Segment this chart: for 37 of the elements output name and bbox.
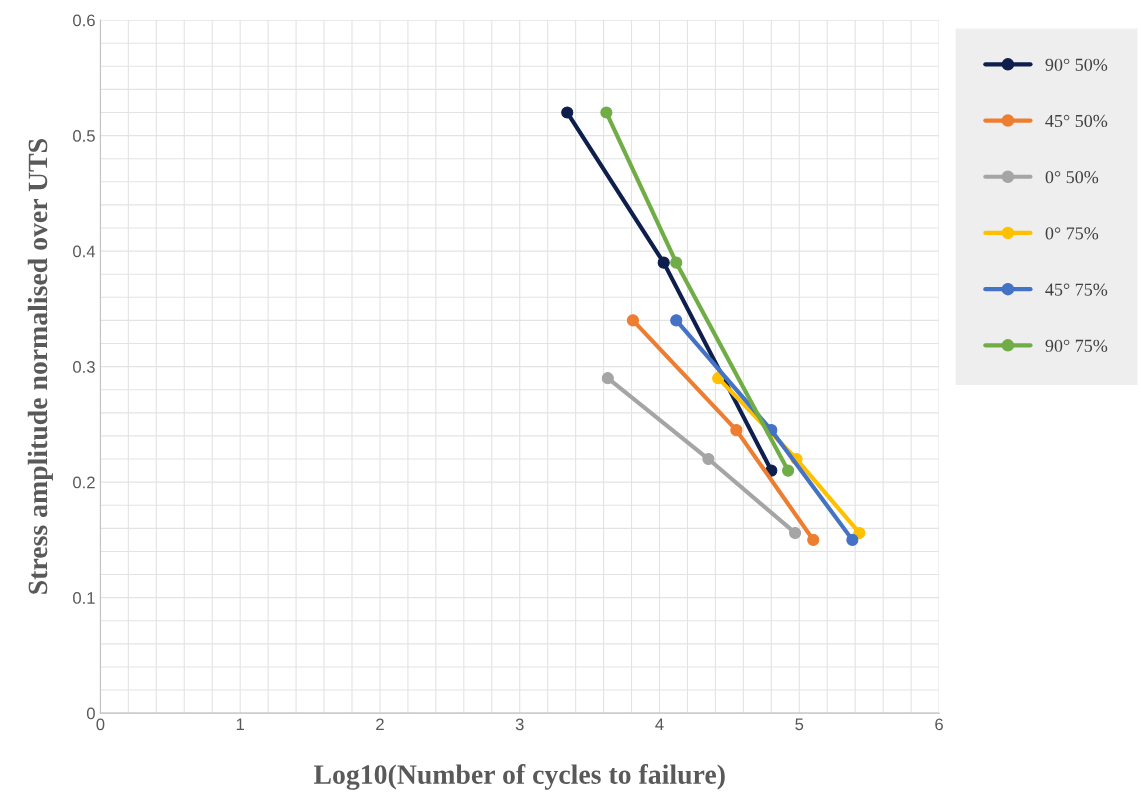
point [657, 256, 670, 269]
y-tick-label: 0.1 [73, 592, 95, 604]
y-tick-label: 0.5 [73, 130, 95, 142]
legend-label: 90° 50% [1045, 58, 1108, 71]
x-axis-title: Log10(Number of cycles to failure) [313, 764, 725, 790]
y-tick-label: 0.2 [73, 476, 95, 489]
point [846, 533, 859, 546]
point [670, 314, 683, 327]
x-tick-label: 0 [96, 718, 105, 731]
legend-label: 0° 50% [1045, 171, 1099, 184]
point [730, 424, 743, 437]
point [712, 372, 725, 385]
x-tick-label: 6 [935, 718, 943, 731]
point [561, 106, 574, 119]
y-tick-label: 0.4 [73, 245, 96, 258]
x-tick-label: 4 [655, 718, 664, 731]
y-tick-label: 0 [86, 707, 95, 720]
legend-label: 45° 75% [1045, 283, 1108, 296]
x-tick-label: 2 [376, 718, 384, 731]
point [789, 526, 802, 540]
y-axis-title: Stress amplitude normalised over UTS [27, 139, 53, 594]
point [601, 372, 614, 385]
legend-label: 0° 75% [1045, 227, 1099, 240]
x-tick-label: 3 [515, 718, 524, 731]
point [600, 106, 613, 119]
legend-label: 90° 75% [1045, 339, 1108, 352]
y-tick-label: 0.3 [73, 361, 95, 373]
point [702, 452, 715, 466]
point [626, 314, 640, 327]
point [853, 526, 866, 540]
y-tick-label: 0.6 [73, 14, 95, 27]
point [782, 464, 795, 477]
legend-label: 45° 50% [1045, 114, 1108, 128]
x-tick-label: 5 [795, 718, 804, 731]
point [807, 533, 820, 546]
point [670, 256, 683, 269]
x-tick-label: 1 [236, 718, 244, 731]
